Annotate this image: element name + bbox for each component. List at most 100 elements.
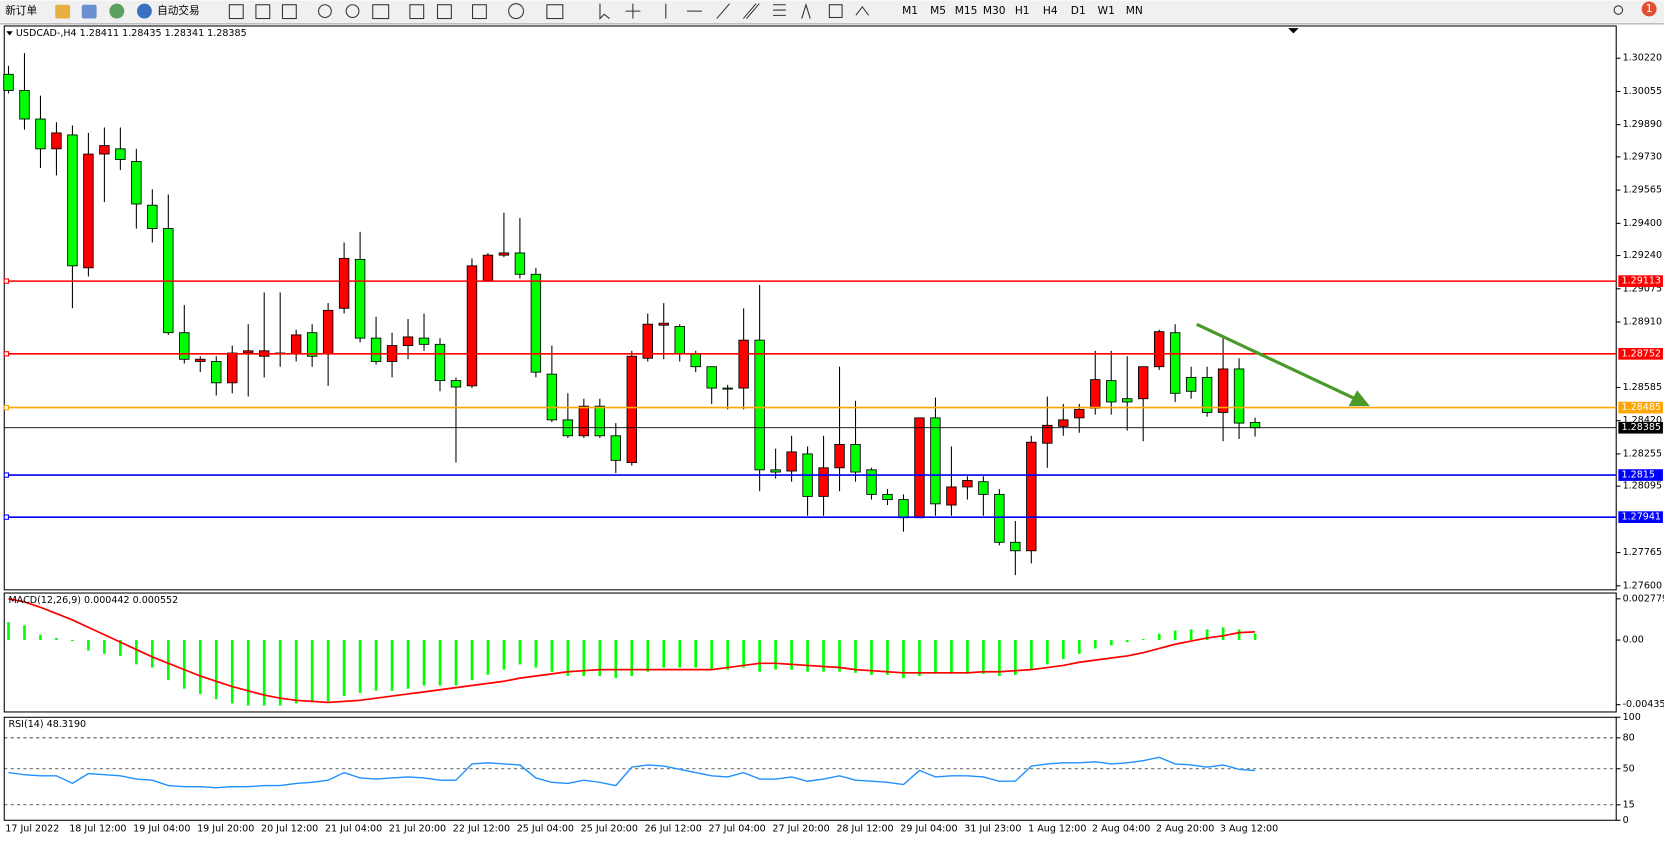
icon[interactable] <box>773 4 786 16</box>
rsi-header: RSI(14) 48.3190 <box>8 719 86 730</box>
candle-body <box>690 353 701 368</box>
y-tick-label: 1.28095 <box>1623 481 1662 492</box>
icon[interactable] <box>255 4 271 20</box>
y-tick-label: 0.00 <box>1623 635 1644 646</box>
y-tick-label: 80 <box>1623 732 1635 743</box>
icon[interactable] <box>599 3 610 20</box>
candle-body <box>930 417 941 505</box>
auto-trading-button[interactable]: 自动交易 <box>157 4 199 17</box>
candle-body <box>514 252 526 275</box>
icon[interactable] <box>472 4 487 20</box>
timeframe-button[interactable]: M1 <box>902 4 918 17</box>
timeframe-button[interactable]: H1 <box>1015 4 1030 17</box>
icon[interactable] <box>436 4 452 20</box>
icon[interactable] <box>109 3 125 19</box>
timeframe-button[interactable]: M30 <box>983 4 1006 17</box>
icon[interactable] <box>228 4 244 20</box>
icon[interactable] <box>742 3 760 19</box>
candle-body <box>898 499 909 519</box>
timeframe-button[interactable]: H4 <box>1043 4 1058 17</box>
candle-body <box>1169 332 1181 394</box>
x-tick-label: 1 Aug 12:00 <box>1028 823 1086 834</box>
candle-body <box>1153 331 1165 368</box>
candle-body <box>1122 398 1133 403</box>
candle-body <box>754 339 765 471</box>
candle-body <box>290 334 302 355</box>
signal-line <box>8 597 1256 704</box>
candle-body <box>834 444 845 469</box>
y-tick-label: 0 <box>1623 815 1629 826</box>
icon[interactable] <box>281 4 297 20</box>
icon[interactable] <box>345 4 360 19</box>
x-tick-label: 19 Jul 04:00 <box>133 823 190 834</box>
icon[interactable] <box>625 3 641 19</box>
y-tick-label: 50 <box>1623 763 1635 774</box>
line-handle <box>3 472 10 478</box>
candle-body <box>642 323 653 359</box>
timeframe-button[interactable]: MN <box>1126 4 1143 17</box>
icon[interactable] <box>801 2 811 19</box>
price-label-bg <box>1618 469 1663 481</box>
icon[interactable] <box>546 4 564 20</box>
auto-trading-icon[interactable] <box>136 3 152 19</box>
icon[interactable] <box>855 5 870 16</box>
icon[interactable] <box>409 4 425 20</box>
toolbar <box>0 0 1664 24</box>
candle-body <box>626 355 637 463</box>
candle-body <box>115 148 126 160</box>
x-tick-label: 19 Jul 20:00 <box>197 823 254 834</box>
candle-body <box>914 417 925 519</box>
x-tick-label: 17 Jul 2022 <box>5 823 59 834</box>
timeframe-button[interactable]: M15 <box>955 4 978 17</box>
candle-body <box>498 252 510 256</box>
candle-body <box>227 352 238 384</box>
y-tick-label: 0.002779 <box>1623 593 1664 604</box>
icon[interactable] <box>508 3 525 20</box>
icon[interactable] <box>716 3 730 19</box>
notification-badge[interactable] <box>1641 1 1657 17</box>
y-tick-label: -0.004359 <box>1623 699 1664 710</box>
candle-body <box>51 132 62 150</box>
candle-body <box>1058 419 1069 427</box>
icon[interactable] <box>828 4 843 19</box>
candle-body <box>1026 441 1037 552</box>
candle-body <box>706 366 717 389</box>
y-tick-label: 1.30055 <box>1623 86 1662 97</box>
new-order-button[interactable]: 新订单 <box>5 4 37 17</box>
y-tick-label: 1.28255 <box>1623 448 1662 459</box>
icon[interactable] <box>55 4 71 19</box>
main-header: USDCAD-,H4 1.28411 1.28435 1.28341 1.283… <box>16 28 247 39</box>
candle-body <box>978 481 989 495</box>
candle-body <box>658 322 669 326</box>
candle-body <box>994 493 1005 543</box>
x-tick-label: 18 Jul 12:00 <box>69 823 126 834</box>
candle-body <box>786 451 797 472</box>
notification-count: 1 <box>1646 2 1653 15</box>
candle-body <box>211 361 222 384</box>
candle-body <box>402 336 414 346</box>
price-label: 1.27941 <box>1622 512 1661 523</box>
candle-body <box>818 467 829 497</box>
candle-body <box>578 405 590 437</box>
candle-body <box>610 435 622 461</box>
icon[interactable] <box>372 4 390 20</box>
tool-icons <box>228 2 1624 20</box>
search-icon[interactable] <box>1613 5 1624 15</box>
timeframe-button[interactable]: D1 <box>1071 4 1086 17</box>
macd-panel <box>3 592 1617 713</box>
line-handle <box>3 404 10 411</box>
timeframe-button[interactable]: M5 <box>930 4 946 17</box>
candle-body <box>1249 422 1261 429</box>
candle-body <box>1106 380 1117 403</box>
candle-body <box>354 258 366 339</box>
price-label: 1.28752 <box>1622 348 1661 359</box>
timeframe-button[interactable]: W1 <box>1098 4 1115 17</box>
candle-body <box>3 73 14 91</box>
candle-body <box>770 469 781 473</box>
x-tick-label: 31 Jul 23:00 <box>964 823 1021 834</box>
icon[interactable] <box>81 4 97 19</box>
candle-body <box>370 337 382 362</box>
icon[interactable] <box>318 4 332 19</box>
candle-body <box>147 204 158 229</box>
